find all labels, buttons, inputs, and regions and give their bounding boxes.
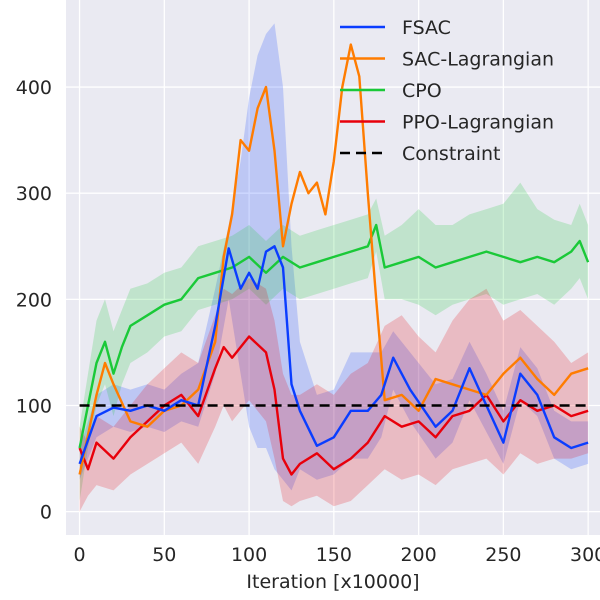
series-line-ppo-lagrangian — [78, 335, 589, 476]
legend-label-cpo: CPO — [402, 80, 442, 102]
y-tick-label-200: 200 — [16, 289, 52, 311]
legend-label-fsac: FSAC — [402, 17, 451, 39]
x-tick-label-150: 150 — [316, 544, 352, 566]
y-tick-label-400: 400 — [16, 77, 52, 99]
band-cpo — [79, 182, 589, 501]
x-tick-label-250: 250 — [485, 544, 521, 566]
grid-lines — [66, 0, 600, 535]
series-line-fsac — [78, 245, 589, 465]
confidence-bands — [79, 23, 589, 512]
x-tick-labels: 0 50 100 150 200 250 300 — [74, 544, 600, 566]
y-tick-label-0: 0 — [40, 502, 52, 524]
y-tick-labels: 0 100 200 300 400 — [16, 77, 52, 524]
x-tick-label-300: 300 — [570, 544, 600, 566]
legend-label-sac-lagrangian: SAC-Lagrangian — [402, 49, 554, 71]
band-fsac — [79, 23, 589, 491]
y-tick-label-300: 300 — [16, 183, 52, 205]
x-tick-label-200: 200 — [400, 544, 436, 566]
legend: FSAC SAC-Lagrangian CPO PPO-Lagrangian Const… — [340, 17, 554, 165]
x-tick-label-100: 100 — [231, 544, 267, 566]
legend-label-constraint: Constraint — [402, 143, 501, 165]
x-tick-label-0: 0 — [74, 544, 86, 566]
y-tick-label-100: 100 — [16, 395, 52, 417]
plot-background — [66, 0, 600, 535]
x-axis-title: Iteration [x10000] — [246, 571, 419, 593]
legend-label-ppo-lagrangian: PPO-Lagrangian — [402, 112, 554, 134]
series-lines — [78, 43, 590, 476]
series-line-cpo — [78, 223, 590, 449]
x-tick-label-50: 50 — [152, 544, 176, 566]
band-ppo-lagrangian — [79, 278, 589, 512]
